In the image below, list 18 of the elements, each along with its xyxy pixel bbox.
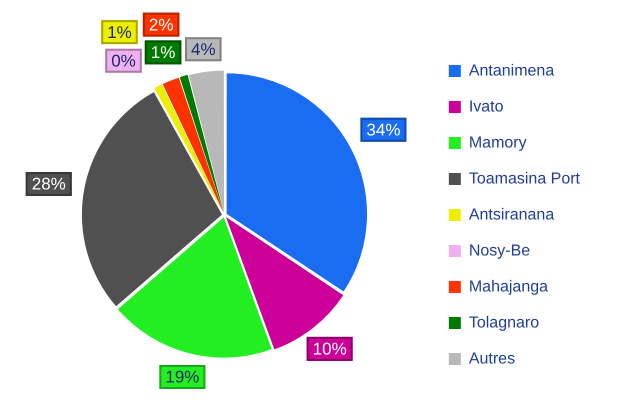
data-label: 34% [366, 120, 400, 140]
text: 0% [111, 51, 136, 70]
legend-label: Toamasina Port [468, 170, 581, 188]
legend-label: Tolagnaro [468, 314, 540, 332]
legend-label: Mahajanga [468, 278, 548, 296]
legend-label: Mamory [468, 134, 527, 152]
data-label: 28% [32, 174, 66, 194]
legend-label: Nosy-Be [468, 242, 530, 260]
legend-label: Antanimena [468, 62, 554, 80]
data-label: 1% [107, 22, 132, 42]
legend-label: Autres [468, 350, 516, 368]
data-label: 19% [165, 368, 200, 387]
data-label: 10% [312, 340, 347, 359]
data-label: 1% [150, 43, 176, 62]
data-label: 2% [148, 15, 174, 34]
legend-label: Antsiranana [468, 206, 554, 224]
legend-label: Ivato [468, 98, 504, 116]
data-label: 4% [190, 40, 216, 59]
